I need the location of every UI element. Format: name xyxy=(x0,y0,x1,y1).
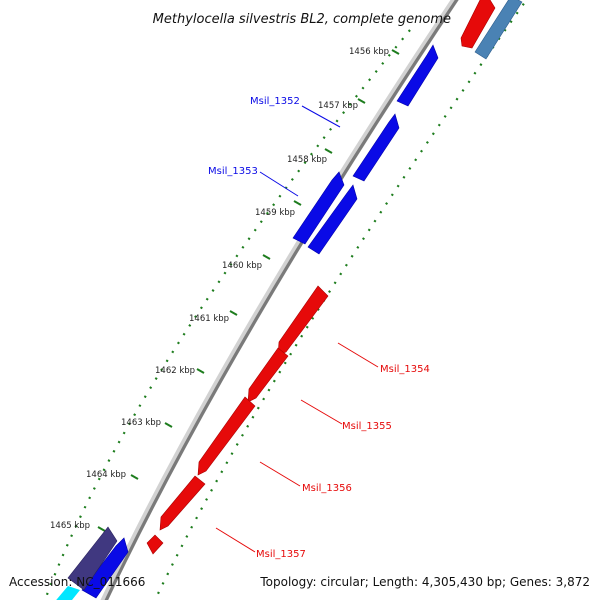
leader-line xyxy=(259,461,301,487)
gene-arrow-reverse[interactable] xyxy=(146,534,164,555)
gene-arrow-reverse[interactable] xyxy=(247,347,289,403)
leader-line xyxy=(300,399,343,425)
map-title: Methylocella silvestris BL2, complete ge… xyxy=(153,12,451,27)
tick-label: 1464 kbp xyxy=(86,470,126,480)
tick-label: 1462 kbp xyxy=(155,366,195,376)
tick-label: 1461 kbp xyxy=(189,314,229,324)
tick-label: 1459 kbp xyxy=(255,208,295,218)
gene-labels: Msil_1352 Msil_1353 Msil_1354 Msil_1355 … xyxy=(208,96,430,560)
tick-label: 1465 kbp xyxy=(50,521,90,531)
leader-line xyxy=(301,105,341,128)
leader-line xyxy=(215,527,256,553)
tick-label: 1463 kbp xyxy=(121,418,161,428)
gene-arrow-reverse[interactable] xyxy=(159,475,206,531)
gene-arrow-other[interactable] xyxy=(67,526,118,591)
gene-arrow-reverse[interactable] xyxy=(277,285,329,356)
gene-arrow-forward[interactable] xyxy=(292,171,345,245)
forward-genes xyxy=(81,44,439,599)
gene-arrow-reverse[interactable] xyxy=(460,0,496,49)
leader-line xyxy=(337,342,379,368)
gene-label-reverse[interactable]: Msil_1357 xyxy=(256,549,306,560)
tick-label: 1456 kbp xyxy=(349,47,389,57)
other-genes xyxy=(52,0,523,600)
tick-labels: 1456 kbp 1457 kbp 1458 kbp 1459 kbp 1460… xyxy=(50,47,389,531)
gene-arrow-forward[interactable] xyxy=(81,537,129,599)
tick-label: 1457 kbp xyxy=(318,101,358,111)
topology-label: Topology: circular; Length: 4,305,430 bp… xyxy=(260,575,590,589)
genome-backbone xyxy=(100,0,459,600)
gene-arrow-forward[interactable] xyxy=(352,113,400,182)
leader-line xyxy=(259,171,299,197)
major-tick-marks xyxy=(97,49,400,532)
gene-label-forward[interactable]: Msil_1352 xyxy=(250,96,300,107)
gene-arrow-reverse[interactable] xyxy=(197,396,256,476)
gene-label-forward[interactable]: Msil_1353 xyxy=(208,166,258,177)
gene-label-reverse[interactable]: Msil_1354 xyxy=(380,364,430,375)
tick-label: 1460 kbp xyxy=(222,261,262,271)
outer-tick-ring xyxy=(43,29,411,600)
gene-arrow-forward[interactable] xyxy=(307,184,358,255)
reverse-genes xyxy=(146,0,496,555)
gene-arrow-forward[interactable] xyxy=(396,44,439,107)
gene-label-reverse[interactable]: Msil_1355 xyxy=(342,421,392,432)
tick-label: 1458 kbp xyxy=(287,155,327,165)
accession-label: Accession: NC_011666 xyxy=(9,575,146,589)
gene-arrow-other[interactable] xyxy=(52,586,80,600)
inner-tick-ring xyxy=(154,0,528,600)
gene-label-reverse[interactable]: Msil_1356 xyxy=(302,483,352,494)
gene-arrow-other[interactable] xyxy=(474,0,523,60)
